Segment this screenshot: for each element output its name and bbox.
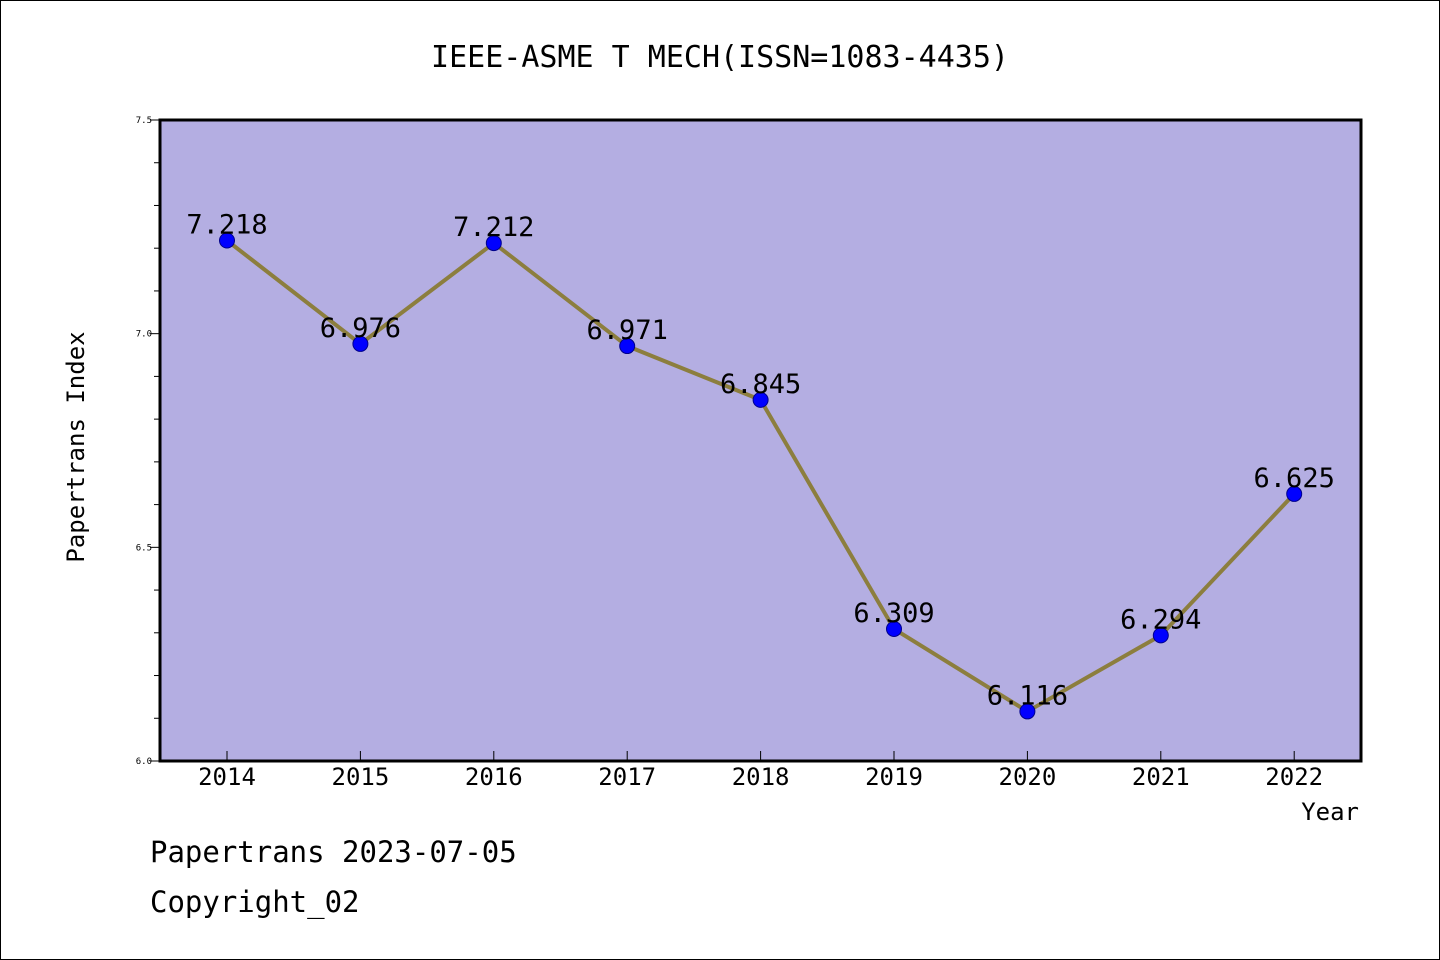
data-point (886, 620, 902, 637)
data-point (352, 335, 369, 352)
data-label: 6.294 (1120, 604, 1201, 635)
plot-area (158, 118, 1363, 763)
x-tick-label: 2016 (465, 763, 523, 791)
data-point (219, 232, 235, 249)
data-labels: 7.218 6.976 7.212 6.971 6.845 6.309 6.116 6.294… (186, 210, 1334, 712)
data-label: 6.116 (987, 680, 1068, 711)
footer-date: Papertrans 2023-07-05 (150, 835, 517, 869)
data-point (1286, 485, 1303, 502)
chart-title: IEEE-ASME T MECH(ISSN=1083-4435) (431, 40, 1009, 75)
x-axis: 2014 2015 2016 2017 2018 2019 2020 2021 2022 (198, 751, 1323, 791)
x-tick-label: 2021 (1132, 763, 1190, 791)
data-point (752, 391, 769, 408)
x-tick-label: 2022 (1265, 763, 1323, 791)
x-tick-label: 2014 (198, 763, 256, 791)
y-axis-label: Papertrans Index (62, 331, 90, 562)
data-label: 7.218 (186, 210, 267, 241)
x-tick-label: 2018 (732, 763, 790, 791)
y-tick-label: 7.0 (136, 330, 152, 340)
y-tick-label: 7.5 (136, 116, 152, 126)
data-point (485, 235, 502, 252)
data-label: 6.845 (720, 369, 801, 400)
footer-copyright: Copyright_02 (150, 885, 360, 919)
y-axis: 6.0 6.5 7.0 7.5 (136, 116, 160, 767)
data-point (1152, 627, 1169, 644)
y-tick-label: 6.5 (136, 543, 152, 553)
data-point (1019, 703, 1036, 720)
x-axis-label: Year (1301, 798, 1359, 826)
data-label: 6.309 (853, 598, 934, 629)
data-label: 6.976 (320, 313, 401, 344)
data-point (619, 338, 636, 355)
data-label: 6.971 (587, 315, 668, 346)
x-tick-label: 2019 (865, 763, 923, 791)
series-markers (219, 232, 1303, 720)
y-tick-label: 6.0 (136, 757, 152, 767)
data-label: 6.625 (1254, 463, 1335, 494)
x-tick-label: 2015 (332, 763, 390, 791)
data-label: 7.212 (453, 212, 534, 243)
x-tick-label: 2017 (598, 763, 656, 791)
x-tick-label: 2020 (999, 763, 1057, 791)
